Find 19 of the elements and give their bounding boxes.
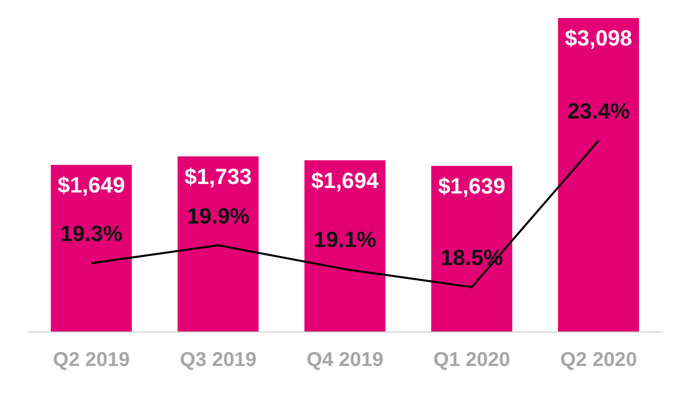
bar — [304, 160, 386, 332]
data-label: $1,733 — [184, 164, 252, 189]
data-label: 23.4% — [567, 98, 630, 124]
x-tick-label: Q2 2020 — [560, 349, 637, 372]
bar — [50, 164, 132, 332]
data-label: $3,098 — [564, 26, 632, 51]
bar — [558, 18, 640, 332]
data-label: $1,639 — [438, 174, 506, 198]
data-label: 19.9% — [187, 203, 250, 228]
data-label: $1,649 — [58, 172, 125, 198]
data-label: 19.1% — [314, 227, 376, 252]
bar — [178, 156, 259, 332]
x-tick-label: Q3 2019 — [180, 349, 257, 372]
x-tick-label: Q2 2019 — [53, 349, 130, 372]
x-tick-label: Q1 2020 — [433, 349, 510, 372]
data-label: $1,694 — [311, 168, 380, 193]
data-label: 19.3% — [60, 221, 123, 246]
bar — [431, 166, 512, 332]
x-tick-label: Q4 2019 — [306, 349, 384, 372]
